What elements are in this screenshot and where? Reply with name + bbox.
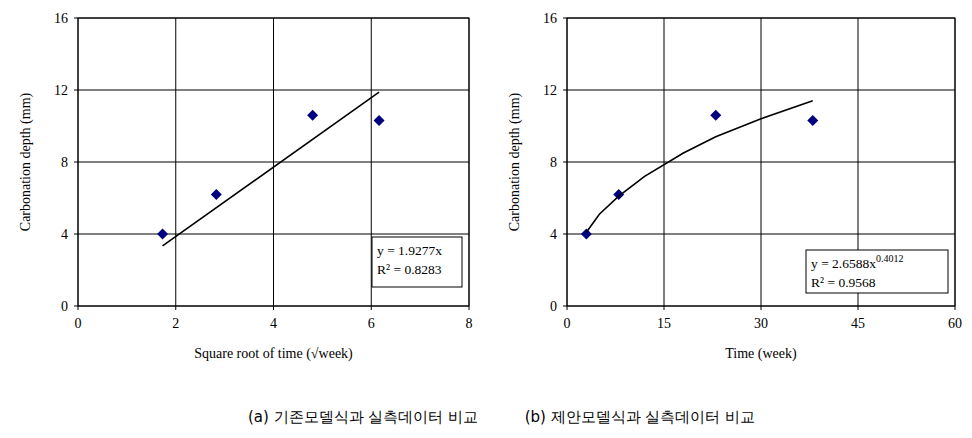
x-axis-label: Square root of time (√week) — [194, 346, 353, 362]
tick-mark — [74, 234, 78, 235]
tick-mark — [469, 306, 470, 310]
y-tick-label: 4 — [61, 227, 68, 242]
tick-mark — [74, 18, 78, 19]
tick-mark — [563, 306, 567, 307]
fit-line — [586, 101, 812, 232]
caption: (b) 제안모델식과 실측데이터 비교 — [525, 408, 756, 426]
figure: 0 2 4 6 8 0 4 8 12 16 Square root of time (√week) C… — [0, 0, 972, 438]
x-tick-label: 45 — [851, 316, 865, 331]
chart: 0 2 4 6 8 0 4 8 12 16 Square root of time (√week) C… — [18, 11, 478, 426]
grid-line — [567, 162, 955, 163]
plot-area — [157, 92, 385, 246]
equation-text: y = 2.6588x0.4012 — [811, 253, 904, 271]
x-tick-label: 8 — [466, 316, 473, 331]
x-tick-label: 0 — [564, 316, 571, 331]
equation-box — [372, 237, 462, 287]
y-tick-label: 12 — [54, 83, 68, 98]
grid-line — [567, 90, 955, 91]
data-point — [807, 115, 818, 126]
equation-box — [806, 250, 948, 293]
tick-mark — [664, 306, 665, 310]
y-axis-label: Carbonation depth (mm) — [18, 92, 34, 231]
grid-line — [78, 234, 469, 235]
tick-mark — [563, 90, 567, 91]
fit-line — [163, 92, 380, 246]
y-tick-label: 16 — [54, 11, 68, 26]
equation-superscript: 0.4012 — [876, 253, 904, 264]
equation-text: R² = 0.8283 — [377, 262, 442, 277]
x-tick-label: 60 — [948, 316, 962, 331]
x-tick-label: 15 — [657, 316, 671, 331]
data-point — [157, 229, 168, 240]
tick-mark — [858, 306, 859, 310]
data-point — [613, 189, 624, 200]
data-point — [374, 115, 385, 126]
equation-main: R² = 0.8283 — [377, 262, 442, 277]
y-axis-label: Carbonation depth (mm) — [507, 92, 523, 231]
y-tick-label: 0 — [550, 299, 557, 314]
grid-line — [78, 162, 469, 163]
plot-frame — [78, 18, 469, 306]
x-tick-label: 6 — [368, 316, 375, 331]
x-tick-label: 30 — [754, 316, 768, 331]
y-tick-label: 8 — [61, 155, 68, 170]
tick-mark — [273, 306, 274, 310]
tick-mark — [74, 306, 78, 307]
grid-line — [567, 234, 955, 235]
chart: 0 15 30 45 60 0 4 8 12 16 Time (week) Carbonation d… — [507, 11, 962, 426]
tick-mark — [74, 90, 78, 91]
x-tick-label: 4 — [270, 316, 277, 331]
equation-main: R² = 0.9568 — [811, 275, 876, 290]
y-tick-label: 16 — [543, 11, 557, 26]
data-point — [307, 110, 318, 121]
tick-mark — [563, 162, 567, 163]
caption: (a) 기존모델식과 실측데이터 비교 — [248, 408, 478, 426]
x-tick-label: 0 — [75, 316, 82, 331]
equation-main: y = 2.6588x — [811, 256, 876, 271]
data-point — [710, 110, 721, 121]
tick-mark — [78, 306, 79, 310]
y-tick-label: 12 — [543, 83, 557, 98]
x-axis-label: Time (week) — [725, 346, 797, 362]
plot-area — [581, 101, 818, 240]
equation-text: R² = 0.9568 — [811, 275, 876, 290]
tick-mark — [955, 306, 956, 310]
tick-mark — [371, 306, 372, 310]
data-point — [211, 189, 222, 200]
tick-mark — [74, 162, 78, 163]
tick-mark — [563, 18, 567, 19]
plot-frame — [567, 18, 955, 306]
tick-mark — [567, 306, 568, 310]
equation-text: y = 1.9277x — [377, 243, 442, 258]
grid-line — [78, 90, 469, 91]
x-tick-label: 2 — [172, 316, 179, 331]
data-point — [581, 229, 592, 240]
y-tick-label: 4 — [550, 227, 557, 242]
y-tick-label: 0 — [61, 299, 68, 314]
y-tick-label: 8 — [550, 155, 557, 170]
tick-mark — [761, 306, 762, 310]
equation-main: y = 1.9277x — [377, 243, 442, 258]
tick-mark — [563, 234, 567, 235]
tick-mark — [175, 306, 176, 310]
